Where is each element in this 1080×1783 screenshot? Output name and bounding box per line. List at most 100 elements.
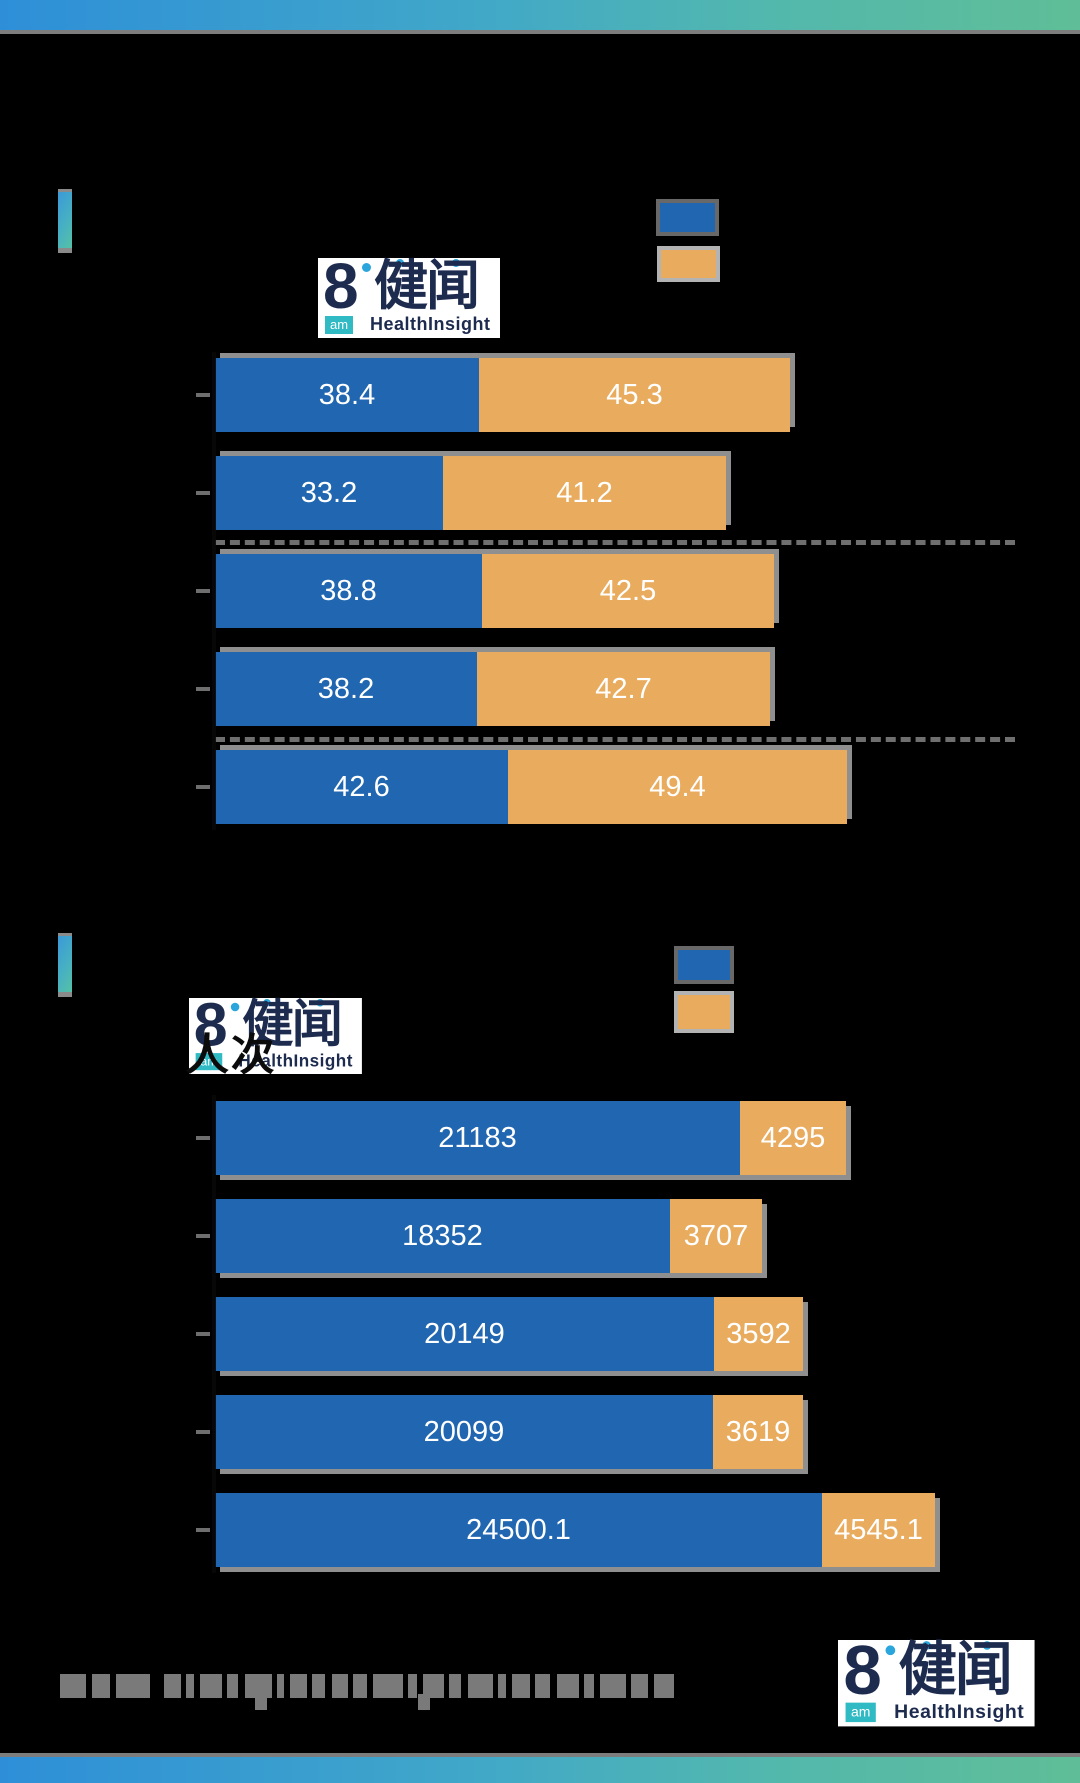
row-tick	[196, 1430, 210, 1434]
logo-en-text: HealthInsight	[894, 1700, 1025, 1723]
logo-cn-text: 健闻	[898, 1637, 1012, 1703]
bar-segment-orange: 3619	[713, 1395, 803, 1469]
logo-dot-icon	[452, 259, 460, 267]
row-tick	[196, 589, 210, 593]
row-tick	[196, 1136, 210, 1140]
logo-am-badge: am	[845, 1702, 876, 1723]
note-fragment	[116, 1674, 150, 1698]
note-fragment	[449, 1674, 461, 1698]
chart2-axis-line	[212, 1095, 216, 1573]
note-fragment	[512, 1674, 530, 1698]
dashed-separator	[215, 540, 1015, 545]
note-fragment	[600, 1674, 626, 1698]
bar-segment-blue: 20149	[215, 1297, 714, 1371]
row-tick	[196, 687, 210, 691]
bar-row: 20099 3619	[215, 1395, 803, 1469]
logo-dot-icon	[230, 1002, 240, 1012]
bar-segment-orange: 42.5	[482, 554, 774, 628]
row-tick	[196, 491, 210, 495]
bar-segment-orange: 3707	[670, 1199, 762, 1273]
note-fragment	[557, 1674, 579, 1698]
bar-row: 38.2 42.7	[215, 652, 770, 726]
brand-logo-footer: 8 健闻 am HealthInsight	[838, 1636, 1035, 1727]
source-note-redacted	[60, 1674, 674, 1698]
row-tick	[196, 1234, 210, 1238]
note-fragment-descender	[255, 1694, 267, 1710]
brand-logo-chart2: 8 健闻 am HealthInsight 人次	[185, 994, 362, 1080]
bar-row: 24500.1 4545.1	[215, 1493, 935, 1567]
top-gradient-bar	[0, 0, 1080, 30]
logo-dot-icon	[922, 1641, 931, 1650]
row-tick	[196, 1332, 210, 1336]
note-fragment	[200, 1674, 222, 1698]
bar-value-blue: 20149	[424, 1318, 505, 1350]
bar-segment-blue: 38.8	[215, 554, 482, 628]
bar-value-orange: 3592	[726, 1318, 791, 1350]
bar-segment-orange: 3592	[714, 1297, 803, 1371]
bottom-gray-rule	[0, 1753, 1080, 1757]
dashed-separator	[215, 737, 1015, 742]
note-fragment	[227, 1674, 238, 1698]
bar-value-blue: 21183	[438, 1122, 517, 1154]
bar-segment-orange: 49.4	[508, 750, 847, 824]
logo-am-badge: am	[325, 316, 354, 334]
bar-segment-orange: 4545.1	[822, 1493, 935, 1567]
legend2-swatch-blue	[678, 950, 730, 980]
bar-segment-blue: 18352	[215, 1199, 670, 1273]
legend1-swatch-blue	[660, 203, 715, 232]
note-fragment	[468, 1674, 493, 1698]
note-fragment	[92, 1674, 110, 1698]
logo-am-badge: am	[195, 1053, 223, 1071]
bar-value-blue: 24500.1	[466, 1514, 571, 1546]
bar-segment-orange: 42.7	[477, 652, 770, 726]
bar-segment-orange: 4295	[740, 1101, 846, 1175]
row-tick	[196, 785, 210, 789]
logo-en-text: HealthInsight	[238, 1051, 353, 1071]
logo-numeral: 8	[843, 1631, 882, 1710]
bar-value-orange: 42.5	[599, 575, 657, 607]
section2-title-marker	[58, 936, 72, 992]
bar-row: 33.2 41.2	[215, 456, 726, 530]
logo-dot-icon	[263, 998, 271, 1007]
bar-segment-blue: 20099	[215, 1395, 713, 1469]
bar-value-blue: 38.4	[318, 379, 376, 411]
bar-segment-orange: 41.2	[443, 456, 726, 530]
hidden-axis-unit-overlay: 人次	[185, 1030, 277, 1080]
bar-row: 18352 3707	[215, 1199, 762, 1273]
logo-dot-icon	[316, 998, 324, 1007]
bar-value-orange: 42.7	[595, 673, 652, 705]
note-fragment	[408, 1674, 417, 1698]
top-gray-rule	[0, 30, 1080, 34]
bar-value-blue: 38.8	[320, 575, 377, 607]
bar-value-blue: 20099	[423, 1416, 505, 1448]
bar-segment-blue: 33.2	[215, 456, 443, 530]
note-fragment	[373, 1674, 403, 1698]
bar-value-orange: 3619	[725, 1416, 791, 1448]
bar-value-orange: 4295	[760, 1122, 826, 1154]
legend1-swatch-orange	[661, 250, 716, 278]
logo-dot-icon	[396, 259, 404, 267]
bar-row: 38.8 42.5	[215, 554, 774, 628]
section1-title-marker	[58, 192, 72, 248]
legend2-swatch-orange	[678, 995, 730, 1029]
bar-value-orange: 45.3	[606, 379, 663, 411]
logo-cn-text: 健闻	[374, 256, 480, 316]
bar-segment-blue: 38.4	[215, 358, 479, 432]
bar-row: 38.4 45.3	[215, 358, 790, 432]
note-fragment	[631, 1674, 648, 1698]
bar-segment-blue: 38.2	[215, 652, 477, 726]
brand-logo-chart1: 8 健闻 am HealthInsight	[318, 254, 500, 338]
note-fragment	[423, 1674, 444, 1698]
bar-segment-blue: 21183	[215, 1101, 740, 1175]
note-fragment	[353, 1674, 367, 1698]
note-fragment-descender	[418, 1694, 430, 1710]
bar-value-blue: 42.6	[333, 771, 390, 803]
note-fragment	[290, 1674, 307, 1698]
logo-dot-icon	[982, 1641, 992, 1650]
chart1-axis-line	[212, 352, 216, 830]
bar-row: 42.6 49.4	[215, 750, 847, 824]
bar-segment-blue: 42.6	[215, 750, 508, 824]
logo-numeral: 8	[323, 250, 359, 322]
row-tick	[196, 1528, 210, 1532]
